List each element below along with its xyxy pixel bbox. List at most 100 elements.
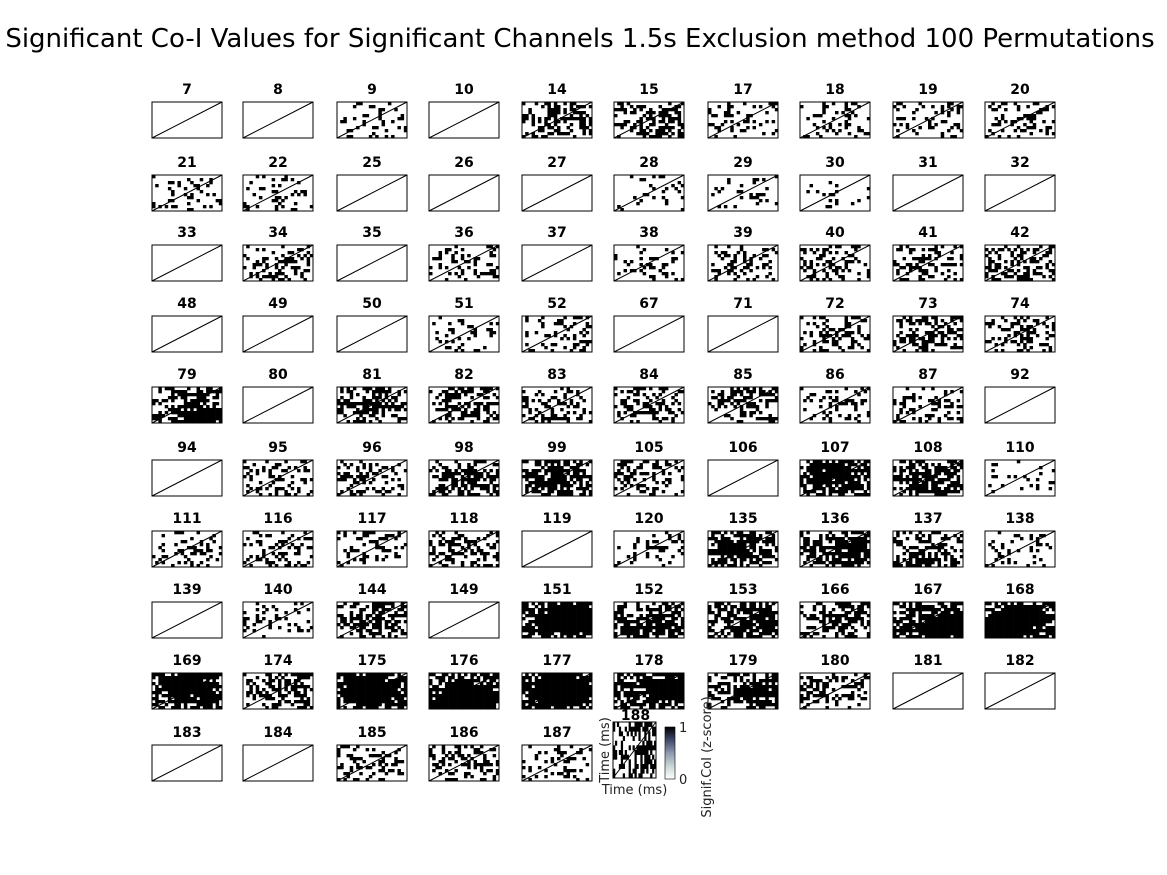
panel-title: 39 [733, 225, 752, 241]
signif-cell [199, 408, 204, 412]
signif-cell [956, 346, 961, 350]
signif-cell [560, 614, 564, 618]
signif-cell [1032, 260, 1037, 264]
signif-cell [486, 475, 490, 479]
signif-cell [674, 617, 678, 621]
signif-cell [451, 561, 455, 565]
signif-cell [1010, 120, 1014, 124]
signif-cell [492, 331, 497, 335]
signif-cell [356, 617, 360, 621]
signif-cell [588, 608, 593, 612]
signif-cell [812, 546, 817, 550]
signif-cell [473, 463, 478, 467]
signif-cell [438, 552, 443, 556]
signif-cell [284, 611, 288, 615]
signif-cell [857, 543, 861, 547]
signif-cell [661, 546, 666, 550]
signif-cell [758, 549, 763, 553]
signif-cell [866, 275, 871, 279]
signif-cell [730, 564, 734, 568]
signif-cell [196, 187, 201, 191]
signif-cell [375, 408, 379, 412]
signif-cell [828, 251, 833, 255]
signif-cell [661, 175, 666, 179]
signif-cell [1004, 102, 1008, 106]
signif-cell [557, 481, 561, 485]
signif-cell [387, 405, 392, 409]
signif-cell [525, 396, 529, 400]
signif-cell [809, 549, 814, 553]
signif-cell [576, 611, 580, 615]
signif-cell [576, 469, 580, 473]
signif-cell [397, 408, 401, 412]
signif-cell [844, 266, 849, 270]
signif-cell [997, 263, 1002, 267]
panel-frame [521, 101, 593, 139]
signif-cell [896, 414, 900, 418]
signif-cell [658, 626, 663, 630]
signif-cell [959, 278, 964, 282]
signif-cell [720, 251, 725, 255]
signif-cell [479, 549, 484, 553]
signif-cell [193, 420, 197, 424]
panel-title: 9 [367, 82, 377, 98]
signif-cell [863, 399, 868, 403]
signif-cell [368, 463, 373, 467]
signif-cell [680, 617, 685, 621]
signif-cell [340, 405, 344, 409]
signif-cell [569, 108, 574, 112]
signif-cell [394, 635, 398, 639]
signif-cell [1029, 257, 1034, 261]
signif-cell [739, 411, 744, 415]
signif-cell [866, 472, 871, 476]
signif-cell [1026, 272, 1030, 276]
channel-panel: 99 [521, 440, 593, 497]
channel-panel: 117 [336, 511, 408, 568]
diagonal-line [336, 244, 408, 282]
signif-cell [860, 537, 864, 541]
signif-cell [544, 626, 548, 630]
signif-cell [629, 175, 634, 179]
signif-cell [809, 393, 814, 397]
signif-cell [896, 564, 900, 568]
signif-cell [985, 340, 989, 344]
signif-cell [774, 390, 779, 394]
signif-cell [623, 620, 628, 624]
signif-cell [863, 469, 868, 473]
signif-cell [547, 620, 551, 624]
signif-cell [576, 632, 580, 636]
signif-cell [476, 405, 481, 409]
signif-cell [723, 537, 728, 541]
signif-cell [448, 396, 452, 400]
signif-cell [400, 487, 405, 491]
signif-cell [671, 635, 675, 639]
signif-cell [841, 537, 845, 541]
signif-cell [174, 531, 178, 535]
signif-cell [838, 552, 842, 556]
signif-cell [1048, 269, 1053, 273]
signif-cell [896, 263, 900, 267]
signif-cell [582, 475, 586, 479]
signif-cell [723, 561, 728, 565]
signif-cell [541, 475, 545, 479]
signif-cell [525, 316, 529, 320]
signif-cell [908, 487, 913, 491]
signif-cell [661, 617, 666, 621]
signif-cell [985, 248, 989, 252]
signif-cell [372, 623, 376, 627]
signif-cell [451, 478, 455, 482]
signif-cell [831, 537, 836, 541]
signif-cell [193, 184, 197, 188]
signif-cell [762, 266, 766, 270]
signif-cell [918, 540, 922, 544]
signif-cell [495, 564, 500, 568]
signif-cell [902, 257, 907, 261]
signif-cell [464, 537, 468, 541]
signif-cell [928, 558, 932, 562]
signif-cell [831, 558, 836, 562]
signif-cell [306, 263, 311, 267]
signif-cell [844, 251, 849, 255]
signif-cell [806, 540, 810, 544]
signif-cell [585, 316, 590, 320]
signif-cell [860, 402, 864, 406]
